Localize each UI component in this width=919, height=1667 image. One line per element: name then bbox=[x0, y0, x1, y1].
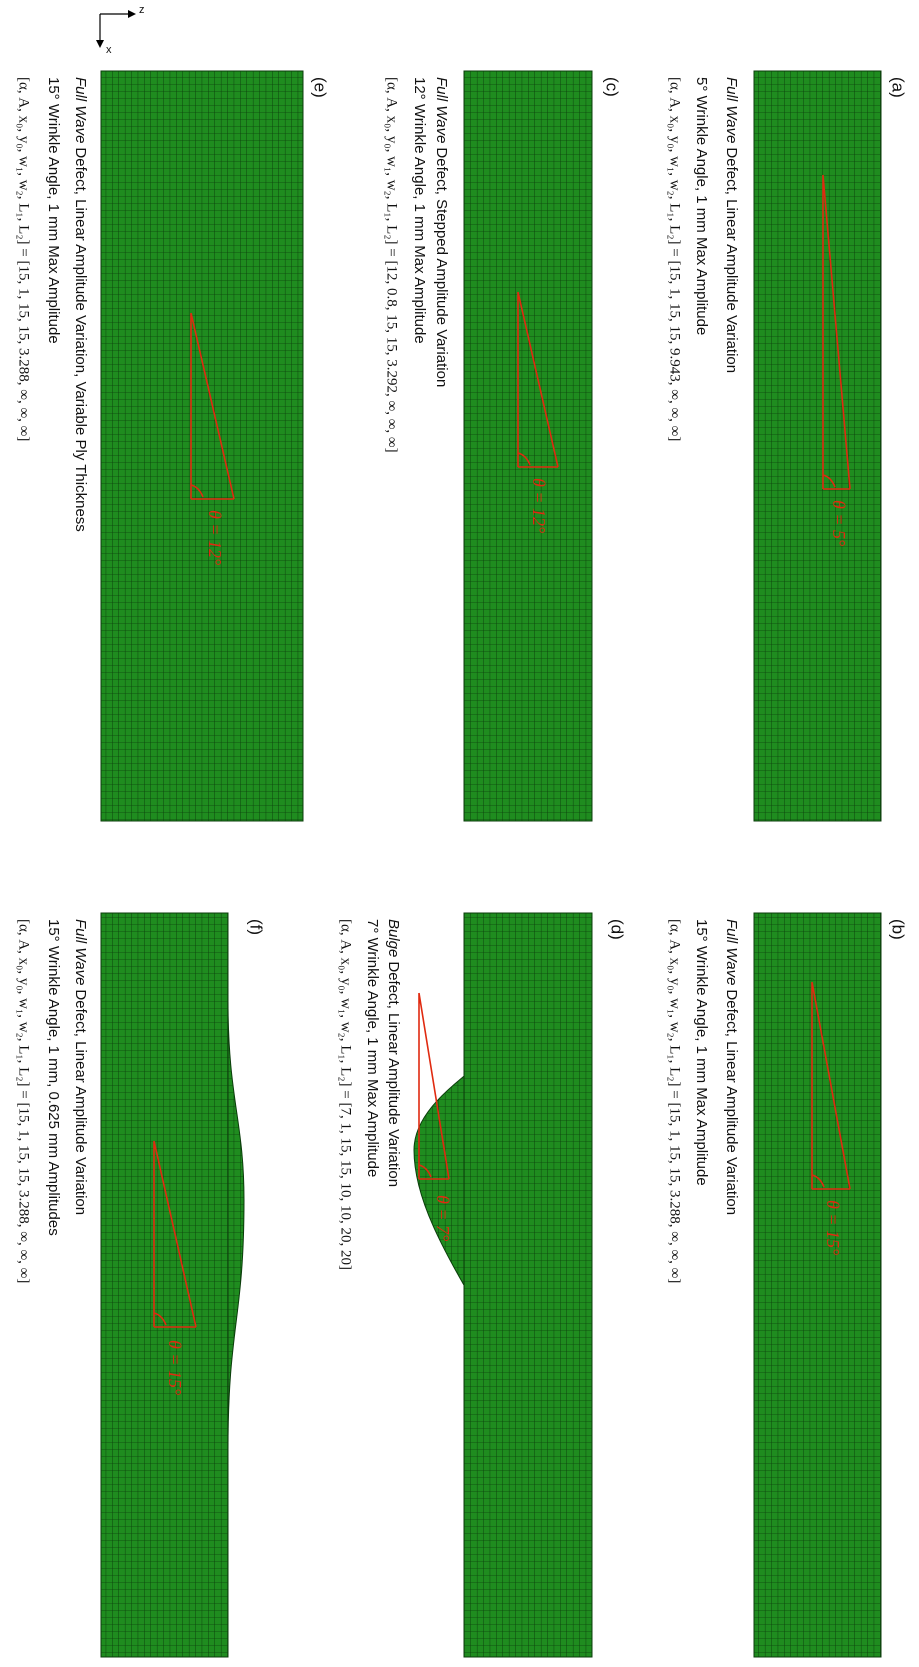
defect-type: Full Wave bbox=[723, 77, 740, 143]
panel-params: [α, A, x₀, y₀, w₁, w₂, L₁, L₂] = [15, 1,… bbox=[16, 77, 32, 441]
panel-subtitle: 5° Wrinkle Angle, 1 mm Max Amplitude bbox=[693, 77, 710, 335]
theta-label: θ = 12° bbox=[205, 510, 225, 565]
defect-type: Full Wave bbox=[72, 77, 89, 143]
mesh bbox=[464, 913, 592, 1657]
panel-label: (e) bbox=[311, 77, 330, 98]
panel-params: [α, A, x₀, y₀, w₁, w₂, L₁, L₂] = [7, 1, … bbox=[338, 919, 354, 1270]
mesh bbox=[101, 913, 228, 1657]
panel-label: (d) bbox=[608, 919, 627, 940]
panel-subtitle: 7° Wrinkle Angle, 1 mm Max Amplitude bbox=[364, 919, 381, 1177]
defect-description: Defect, Linear Amplitude Variation bbox=[723, 989, 740, 1215]
panel-params: [α, A, x₀, y₀, w₁, w₂, L₁, L₂] = [15, 1,… bbox=[16, 919, 32, 1283]
panel-subtitle: 12° Wrinkle Angle, 1 mm Max Amplitude bbox=[411, 77, 428, 344]
figure: z x (a) Full Wave Defect, Linear Amplitude… bbox=[0, 0, 919, 1667]
mesh bbox=[464, 71, 592, 821]
axis-indicator: z x bbox=[96, 4, 145, 56]
panel: (e) Full Wave Defect, Linear Amplitude Var… bbox=[16, 71, 330, 821]
defect-type: Full Wave bbox=[723, 919, 740, 985]
defect-description: Defect, Linear Amplitude Variation, Vari… bbox=[72, 147, 89, 531]
rotated-figure: (a) Full Wave Defect, Linear Amplitude Var… bbox=[16, 71, 908, 1657]
panel: (f) Full Wave Defect, Linear Amplitude Var… bbox=[16, 913, 266, 1657]
defect-type: Full Wave bbox=[72, 919, 89, 985]
defect-type: Full Wave bbox=[433, 77, 450, 143]
defect-description: Defect, Linear Amplitude Variation bbox=[72, 989, 89, 1215]
theta-label: θ = 15° bbox=[823, 1200, 843, 1255]
panel: (a) Full Wave Defect, Linear Amplitude Var… bbox=[667, 71, 908, 821]
defect-description: Defect, Linear Amplitude Variation bbox=[385, 961, 402, 1187]
panel-title: Full Wave Defect, Stepped Amplitude Varia… bbox=[433, 77, 450, 387]
panel-subtitle: 15° Wrinkle Angle, 1 mm, 0.625 mm Amplit… bbox=[45, 919, 62, 1236]
panel-label: (f) bbox=[247, 919, 266, 935]
panel: (b) Full Wave Defect, Linear Amplitude Var… bbox=[667, 913, 908, 1657]
axis-x-label: x bbox=[106, 44, 112, 56]
panel-title: Full Wave Defect, Linear Amplitude Variat… bbox=[723, 919, 740, 1215]
panel-params: [α, A, x₀, y₀, w₁, w₂, L₁, L₂] = [15, 1,… bbox=[667, 919, 683, 1283]
panel-label: (c) bbox=[603, 77, 622, 97]
mesh bbox=[754, 71, 881, 821]
panel-params: [α, A, x₀, y₀, w₁, w₂, L₁, L₂] = [15, 1,… bbox=[667, 77, 683, 441]
mesh bbox=[101, 71, 303, 821]
theta-label: θ = 5° bbox=[829, 500, 849, 546]
panel-params: [α, A, x₀, y₀, w₁, w₂, L₁, L₂] = [12, 0.… bbox=[384, 77, 400, 453]
panel-title: Bulge Defect, Linear Amplitude Variation bbox=[385, 919, 402, 1187]
mesh bbox=[754, 913, 881, 1657]
theta-label: θ = 15° bbox=[165, 1340, 185, 1395]
axis-z-label: z bbox=[139, 4, 145, 16]
panel-label: (a) bbox=[889, 77, 908, 98]
defect-description: Defect, Stepped Amplitude Variation bbox=[433, 147, 450, 387]
defect-description: Defect, Linear Amplitude Variation bbox=[723, 147, 740, 373]
panel-title: Full Wave Defect, Linear Amplitude Variat… bbox=[72, 77, 89, 532]
panel: (c) Full Wave Defect, Stepped Amplitude Va… bbox=[384, 71, 622, 821]
panel-label: (b) bbox=[889, 919, 908, 940]
mesh-bulge bbox=[228, 1000, 244, 1450]
panel-title: Full Wave Defect, Linear Amplitude Variat… bbox=[723, 77, 740, 373]
defect-type: Bulge bbox=[385, 919, 402, 957]
panel: (d) Bulge Defect, Linear Amplitude Variati… bbox=[338, 913, 627, 1657]
theta-label: θ = 12° bbox=[529, 478, 549, 533]
panel-title: Full Wave Defect, Linear Amplitude Variat… bbox=[72, 919, 89, 1215]
panel-subtitle: 15° Wrinkle Angle, 1 mm Max Amplitude bbox=[45, 77, 62, 344]
panel-subtitle: 15° Wrinkle Angle, 1 mm Max Amplitude bbox=[693, 919, 710, 1186]
theta-label: θ = 7° bbox=[433, 1195, 453, 1241]
